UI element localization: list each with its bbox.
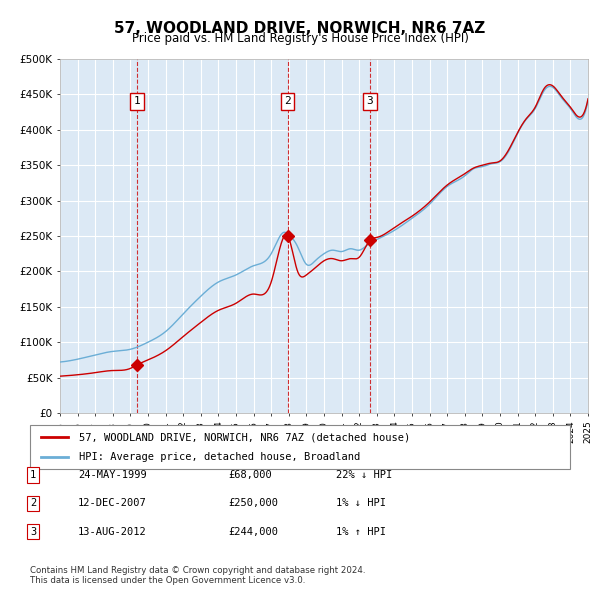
Text: £250,000: £250,000 bbox=[228, 499, 278, 508]
Text: 1: 1 bbox=[30, 470, 36, 480]
Text: 3: 3 bbox=[30, 527, 36, 536]
Text: Price paid vs. HM Land Registry's House Price Index (HPI): Price paid vs. HM Land Registry's House … bbox=[131, 32, 469, 45]
Text: 2: 2 bbox=[284, 97, 291, 106]
Text: 57, WOODLAND DRIVE, NORWICH, NR6 7AZ: 57, WOODLAND DRIVE, NORWICH, NR6 7AZ bbox=[115, 21, 485, 35]
Text: £244,000: £244,000 bbox=[228, 527, 278, 536]
Text: 1% ↑ HPI: 1% ↑ HPI bbox=[336, 527, 386, 536]
Text: 13-AUG-2012: 13-AUG-2012 bbox=[78, 527, 147, 536]
Text: 12-DEC-2007: 12-DEC-2007 bbox=[78, 499, 147, 508]
Text: 22% ↓ HPI: 22% ↓ HPI bbox=[336, 470, 392, 480]
Text: Contains HM Land Registry data © Crown copyright and database right 2024.
This d: Contains HM Land Registry data © Crown c… bbox=[30, 566, 365, 585]
Text: 24-MAY-1999: 24-MAY-1999 bbox=[78, 470, 147, 480]
FancyBboxPatch shape bbox=[30, 425, 570, 469]
Text: £68,000: £68,000 bbox=[228, 470, 272, 480]
Text: 1% ↓ HPI: 1% ↓ HPI bbox=[336, 499, 386, 508]
Text: HPI: Average price, detached house, Broadland: HPI: Average price, detached house, Broa… bbox=[79, 452, 360, 461]
Text: 57, WOODLAND DRIVE, NORWICH, NR6 7AZ (detached house): 57, WOODLAND DRIVE, NORWICH, NR6 7AZ (de… bbox=[79, 432, 410, 442]
Text: 2: 2 bbox=[30, 499, 36, 508]
Text: 1: 1 bbox=[134, 97, 140, 106]
Text: 3: 3 bbox=[367, 97, 373, 106]
